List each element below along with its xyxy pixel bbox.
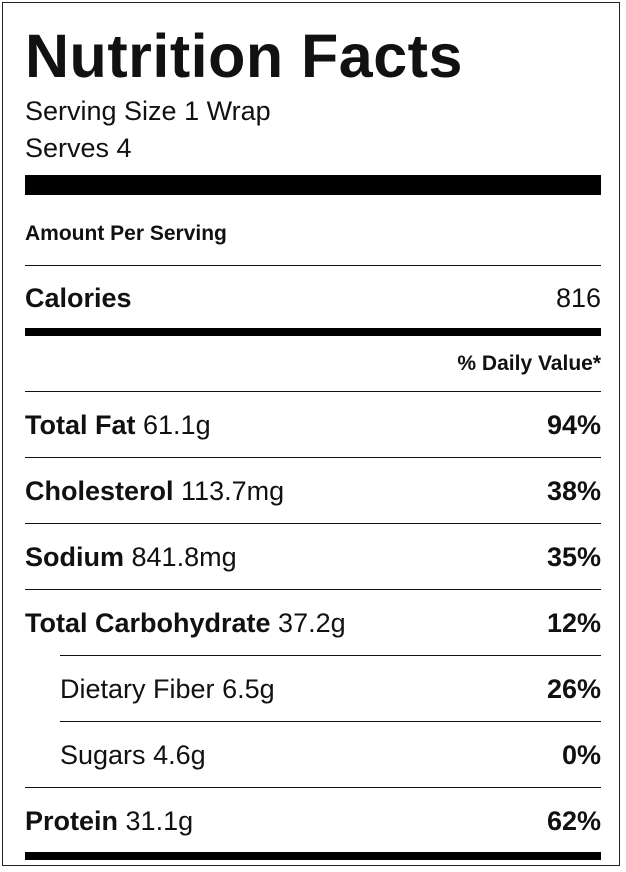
- nutrition-facts-label: Nutrition Facts Serving Size 1 Wrap Serv…: [2, 2, 620, 866]
- nutrient-name: Cholesterol: [25, 476, 174, 506]
- daily-value-header: % Daily Value*: [457, 352, 601, 375]
- amount-per-serving: Amount Per Serving: [25, 222, 227, 245]
- nutrient-percent: 0%: [561, 740, 601, 770]
- nutrient-row-cholesterol: Cholesterol 113.7mg 38%: [25, 474, 601, 508]
- nutrient-amount: 113.7mg: [181, 476, 285, 506]
- serving-size: Serving Size 1 Wrap: [25, 96, 271, 126]
- divider: [25, 787, 601, 788]
- nutrient-row-total-carbohydrate: Total Carbohydrate 37.2g 12%: [25, 606, 601, 640]
- nutrient-name: Protein: [25, 806, 119, 836]
- nutrient-name: Sugars: [60, 740, 146, 770]
- servings-count: Serves 4: [25, 133, 132, 163]
- divider: [60, 721, 601, 722]
- nutrient-amount: 4.6g: [153, 740, 206, 770]
- thick-divider-calories: [25, 328, 601, 336]
- divider: [25, 589, 601, 590]
- nutrient-name: Total Fat: [25, 410, 136, 440]
- thick-divider-top: [25, 175, 601, 195]
- nutrient-percent: 94%: [546, 410, 601, 440]
- calories-label: Calories: [25, 283, 132, 313]
- nutrient-percent: 35%: [546, 542, 601, 572]
- nutrient-row-sodium: Sodium 841.8mg 35%: [25, 540, 601, 574]
- nutrient-percent: 12%: [546, 608, 601, 638]
- calories-value: 816: [555, 283, 601, 313]
- nutrient-amount: 6.5g: [222, 674, 275, 704]
- thick-divider-bottom: [25, 852, 601, 860]
- nutrient-row-protein: Protein 31.1g 62%: [25, 804, 601, 838]
- nutrient-amount: 841.8mg: [131, 542, 237, 572]
- nutrient-name: Sodium: [25, 542, 124, 572]
- nutrient-percent: 38%: [546, 476, 601, 506]
- divider: [25, 523, 601, 524]
- nutrient-name: Dietary Fiber: [60, 674, 215, 704]
- nutrient-row-total-fat: Total Fat 61.1g 94%: [25, 408, 601, 442]
- nutrient-row-sugars: Sugars 4.6g 0%: [25, 738, 601, 772]
- nutrient-percent: 26%: [546, 674, 601, 704]
- nutrient-percent: 62%: [546, 806, 601, 836]
- nutrient-amount: 31.1g: [125, 806, 194, 836]
- nutrient-amount: 37.2g: [278, 608, 346, 638]
- nutrient-name: Total Carbohydrate: [25, 608, 271, 638]
- divider: [25, 457, 601, 458]
- divider: [25, 265, 601, 266]
- divider: [25, 391, 601, 392]
- divider: [60, 655, 601, 656]
- nutrient-amount: 61.1g: [143, 410, 211, 440]
- nutrient-row-dietary-fiber: Dietary Fiber 6.5g 26%: [25, 672, 601, 706]
- label-title: Nutrition Facts: [25, 22, 463, 90]
